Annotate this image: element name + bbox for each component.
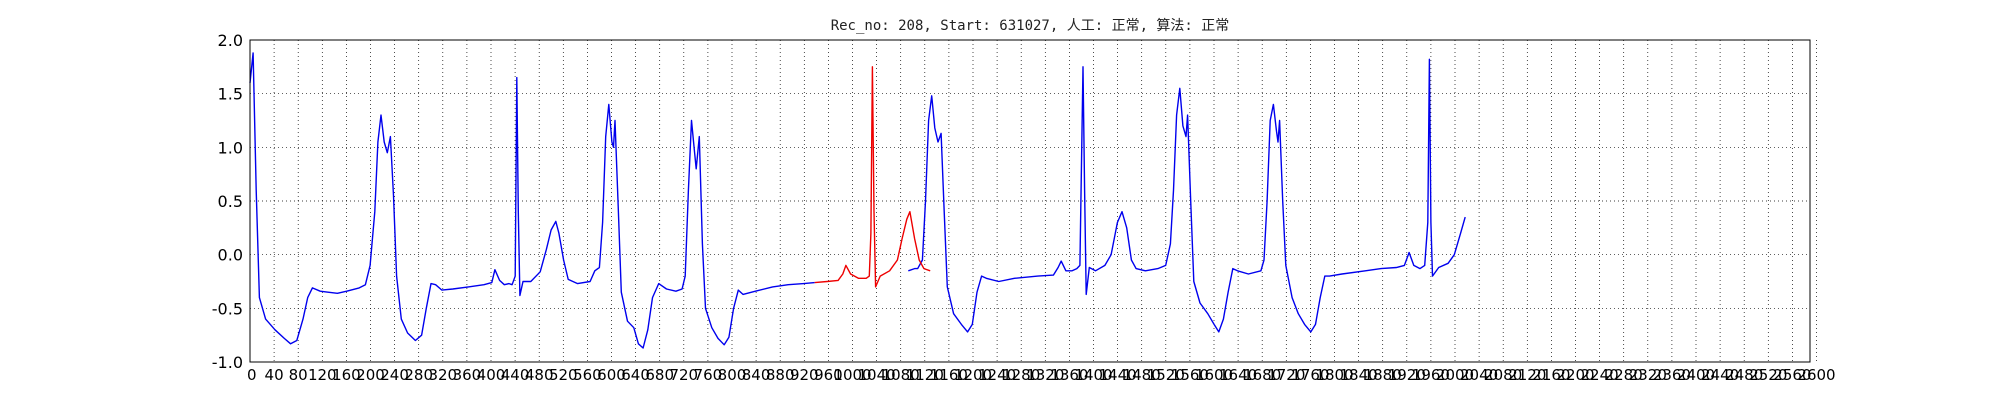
- x-tick-label: 760: [694, 366, 723, 384]
- x-tick-label: 720: [669, 366, 698, 384]
- x-tick-label: 2320: [1629, 366, 1667, 384]
- x-tick-label: 2400: [1677, 366, 1715, 384]
- x-tick-label: 1960: [1412, 366, 1450, 384]
- plot-frame: [249, 39, 1811, 363]
- x-tick-label: 240: [380, 366, 409, 384]
- ecg-trace-segment: [908, 58, 1466, 333]
- ecg-trace-segment: [814, 66, 931, 288]
- x-tick-label: 320: [428, 366, 457, 384]
- x-tick-label: 840: [742, 366, 771, 384]
- x-tick-label: 1000: [833, 366, 871, 384]
- x-tick-label: 2200: [1556, 366, 1594, 384]
- x-tick-label: 120: [308, 366, 337, 384]
- chart-title: Rec_no: 208, Start: 631027, 人工: 正常, 算法: …: [831, 18, 1230, 34]
- x-tick-label: 2560: [1773, 366, 1811, 384]
- x-tick-label: 2080: [1484, 366, 1522, 384]
- x-tick-label: 1240: [978, 366, 1016, 384]
- x-tick-label: 1840: [1340, 366, 1378, 384]
- x-tick-label: 1560: [1171, 366, 1209, 384]
- x-tick-label: 920: [790, 366, 819, 384]
- x-tick-label: 1920: [1388, 366, 1426, 384]
- x-tick-label: 1880: [1364, 366, 1402, 384]
- y-axis-ticks: -1.0 -0.5 0.0 0.5 1.0 1.5 2.0: [212, 31, 243, 372]
- x-tick-label: 1520: [1147, 366, 1185, 384]
- x-tick-label: 2160: [1532, 366, 1570, 384]
- y-tick-label: 1.5: [218, 85, 243, 104]
- x-tick-label: 1080: [882, 366, 920, 384]
- x-tick-label: 1640: [1219, 366, 1257, 384]
- x-tick-label: 2440: [1701, 366, 1739, 384]
- x-tick-label: 2000: [1436, 366, 1474, 384]
- x-tick-label: 520: [549, 366, 578, 384]
- y-tick-label: 2.0: [218, 31, 243, 50]
- x-tick-label: 2600: [1797, 366, 1835, 384]
- x-tick-label: 2240: [1581, 366, 1619, 384]
- x-tick-label: 640: [621, 366, 650, 384]
- ecg-trace-segment: [249, 52, 815, 349]
- x-tick-label: 440: [501, 366, 530, 384]
- x-tick-label: 480: [525, 366, 554, 384]
- x-tick-label: 360: [453, 366, 482, 384]
- x-tick-label: 400: [477, 366, 506, 384]
- x-tick-label: 1040: [858, 366, 896, 384]
- y-tick-label: 1.0: [218, 138, 243, 157]
- x-tick-label: 160: [332, 366, 361, 384]
- x-tick-label: 800: [718, 366, 747, 384]
- x-tick-label: 2040: [1460, 366, 1498, 384]
- x-tick-label: 1800: [1315, 366, 1353, 384]
- x-tick-label: 1280: [1002, 366, 1040, 384]
- x-tick-label: 960: [814, 366, 843, 384]
- x-tick-label: 1480: [1123, 366, 1161, 384]
- x-tick-label: 1600: [1195, 366, 1233, 384]
- y-tick-label: -1.0: [212, 353, 243, 372]
- y-tick-label: 0.0: [218, 246, 243, 265]
- x-tick-label: 80: [289, 366, 308, 384]
- x-tick-label: 600: [597, 366, 626, 384]
- x-tick-label: 2520: [1749, 366, 1787, 384]
- x-tick-label: 1120: [906, 366, 944, 384]
- y-tick-label: -0.5: [212, 299, 243, 318]
- x-tick-label: 1680: [1243, 366, 1281, 384]
- x-tick-label: 1400: [1074, 366, 1112, 384]
- x-tick-label: 1360: [1050, 366, 1088, 384]
- x-axis-ticks: 0 40 80 12016020024028032036040044048052056…: [247, 366, 1836, 384]
- x-tick-label: 40: [265, 366, 284, 384]
- x-tick-label: 1760: [1291, 366, 1329, 384]
- x-tick-label: 0: [247, 366, 257, 384]
- x-tick-label: 880: [766, 366, 795, 384]
- x-tick-label: 200: [356, 366, 385, 384]
- grid-lines: [250, 40, 1817, 362]
- x-tick-label: 1200: [954, 366, 992, 384]
- x-tick-label: 280: [404, 366, 433, 384]
- x-tick-label: 1720: [1267, 366, 1305, 384]
- y-tick-label: 0.5: [218, 192, 243, 211]
- x-tick-label: 1160: [930, 366, 968, 384]
- x-tick-label: 2360: [1653, 366, 1691, 384]
- x-tick-label: 2120: [1508, 366, 1546, 384]
- x-tick-label: 1440: [1099, 366, 1137, 384]
- x-tick-label: 1320: [1026, 366, 1064, 384]
- x-tick-label: 2280: [1605, 366, 1643, 384]
- x-tick-label: 680: [645, 366, 674, 384]
- series-layer: [249, 52, 1466, 349]
- x-tick-label: 560: [573, 366, 602, 384]
- x-tick-label: 2480: [1725, 366, 1763, 384]
